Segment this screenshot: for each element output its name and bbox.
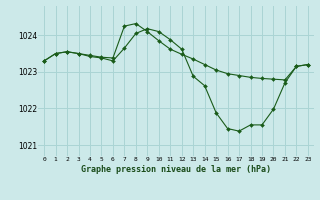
- X-axis label: Graphe pression niveau de la mer (hPa): Graphe pression niveau de la mer (hPa): [81, 165, 271, 174]
